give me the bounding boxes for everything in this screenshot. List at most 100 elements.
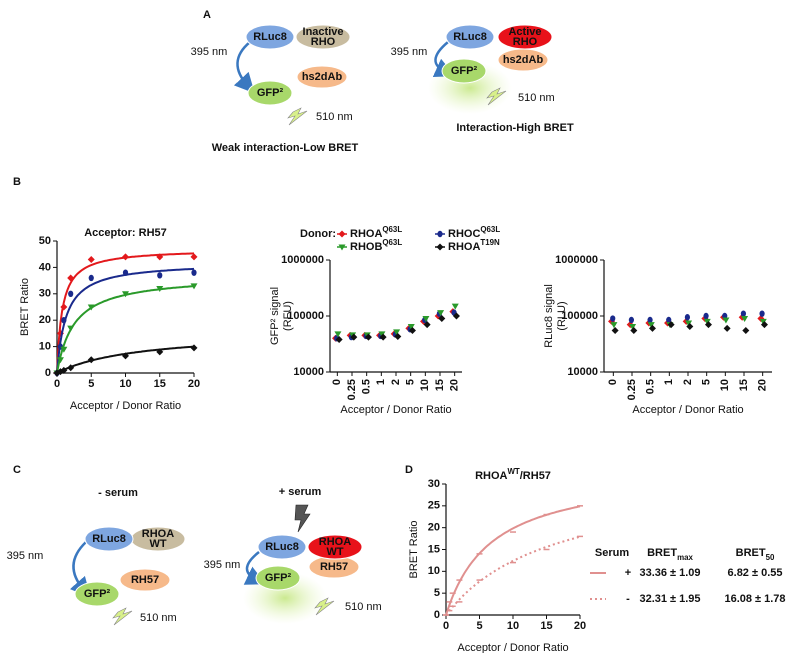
emission-label: 510 nm	[140, 612, 177, 624]
target-label: WT	[149, 538, 166, 550]
table-header: BRET50	[736, 547, 775, 562]
data-point	[742, 327, 750, 335]
x-tick-label: 15	[434, 379, 446, 391]
y-tick-label: 5	[434, 587, 440, 599]
binder-label: hs2dAb	[503, 54, 544, 66]
lightning	[314, 597, 335, 616]
table-cell: 32.31 ± 1.95	[639, 593, 700, 605]
data-point	[87, 356, 95, 364]
data-point	[722, 317, 730, 324]
y-axis-label: (RLU)	[556, 301, 568, 330]
x-tick-label: 0	[54, 378, 60, 390]
target	[497, 24, 553, 50]
binder-label: RH57	[320, 561, 348, 573]
y-tick-label: 1000000	[281, 254, 324, 266]
target-label: RHO	[311, 36, 336, 48]
legend-label-part: Q63L	[382, 238, 402, 247]
target-label: Inactive	[303, 26, 344, 38]
chart-title-part: Acceptor: RH57	[84, 227, 167, 239]
y-axis-label: (RFU)	[282, 301, 294, 331]
data-point	[67, 364, 75, 372]
data-point	[68, 290, 74, 297]
x-tick-label: 20	[574, 620, 586, 632]
emission-label: 510 nm	[345, 601, 382, 613]
data-point	[408, 327, 416, 335]
x-tick-label: 10	[719, 379, 731, 391]
excitation-label: 395 nm	[7, 550, 44, 562]
excitation-arrow	[233, 41, 255, 94]
data-point	[393, 329, 401, 336]
gfp	[255, 565, 301, 591]
gfp-label: GFP²	[84, 588, 111, 600]
panel-label: C	[13, 464, 21, 476]
legend-label: -	[626, 593, 630, 605]
chart-title-part: RHOA	[475, 470, 507, 482]
table-header-part: BRET	[736, 547, 766, 559]
data-point	[740, 310, 747, 317]
target	[295, 24, 351, 50]
legend-title: Donor:	[300, 228, 336, 240]
legend-label-part: Q63L	[382, 225, 402, 234]
data-point	[350, 333, 358, 341]
serum-bolt	[294, 504, 311, 533]
donor-label: RLuc8	[92, 533, 126, 545]
data-point	[703, 318, 711, 325]
data-point	[67, 274, 75, 282]
data-point	[60, 346, 68, 353]
data-point	[67, 325, 75, 332]
data-point	[88, 274, 94, 282]
y-tick-label: 15	[428, 543, 440, 555]
legend-label-part: RHOA	[448, 241, 480, 253]
data-point	[60, 366, 68, 374]
data-point	[394, 333, 402, 341]
data-point	[610, 315, 616, 322]
panel-label: A	[203, 9, 211, 21]
legend-label-part: RHOA	[350, 228, 382, 240]
emission-label: 510 nm	[316, 111, 353, 123]
gfp	[74, 581, 120, 607]
data-point	[190, 253, 198, 261]
data-point	[667, 321, 675, 329]
legend-label: RHOBQ63L	[350, 238, 402, 253]
panel-label: D	[405, 464, 413, 476]
data-point	[703, 312, 709, 320]
x-tick-label: 20	[449, 379, 461, 391]
data-point	[122, 269, 129, 276]
legend-label: RHOAT19N	[448, 238, 500, 253]
data-point	[423, 321, 431, 329]
data-point	[452, 312, 460, 320]
legend-label-part: RHOC	[448, 228, 480, 240]
diagram-caption: Interaction-High BRET	[456, 122, 574, 134]
y-tick-label: 30	[428, 478, 440, 490]
legend-label: RHOAQ63L	[350, 225, 402, 240]
table-cell: 33.36 ± 1.09	[639, 567, 700, 579]
condition-label: + serum	[279, 486, 322, 498]
panel-label: B	[13, 176, 21, 188]
gfp	[441, 58, 487, 84]
x-tick-label: 1	[375, 379, 387, 385]
data-point	[335, 336, 343, 344]
chart-title-part: WT	[507, 467, 519, 476]
binder-label: hs2dAb	[302, 71, 343, 83]
x-tick-label: 10	[419, 379, 431, 391]
x-tick-label: 5	[405, 379, 417, 385]
x-tick-label: 0.25	[346, 379, 358, 400]
data-point	[378, 331, 386, 338]
chart-title: RHOAWT/RH57	[475, 467, 551, 482]
gfp-label: GFP²	[451, 65, 478, 77]
y-tick-label: 100000	[561, 310, 598, 322]
data-point	[686, 322, 694, 330]
data-point	[122, 253, 129, 261]
data-point	[190, 283, 198, 290]
table-header-part: BRET	[647, 547, 677, 559]
legend-label-part: Q63L	[480, 225, 500, 234]
y-tick-label: 10000	[567, 366, 598, 378]
data-point	[704, 321, 712, 329]
target-label: RHOA	[319, 536, 351, 548]
x-axis-label: Acceptor / Donor Ratio	[70, 400, 181, 412]
legend-label: +	[625, 567, 631, 579]
donor	[445, 24, 495, 50]
data-point	[611, 327, 619, 335]
target-label: RHO	[513, 36, 538, 48]
